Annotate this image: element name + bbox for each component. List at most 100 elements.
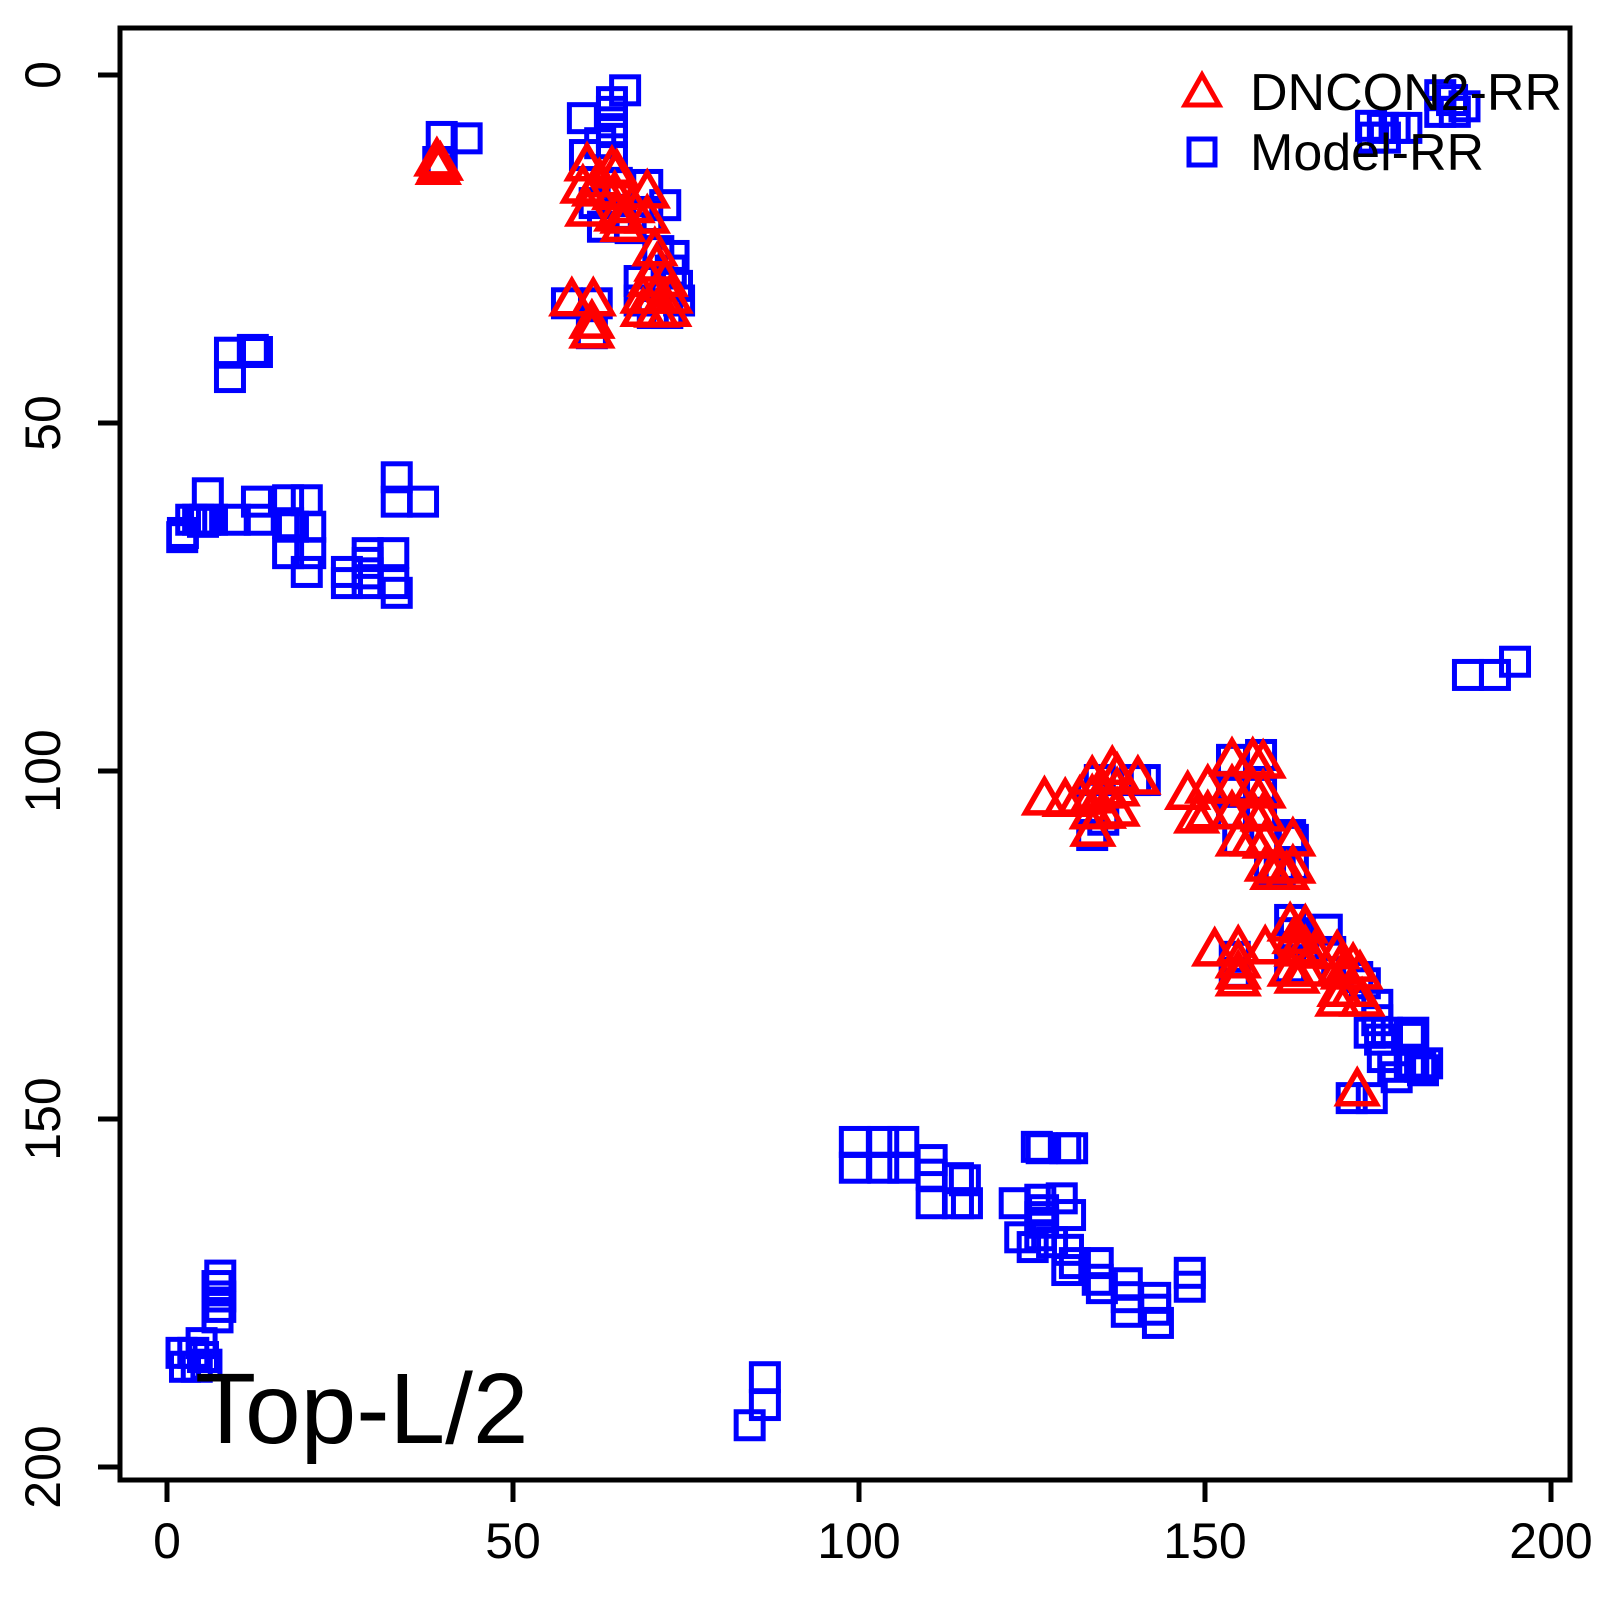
- model-rr-point: [887, 1125, 920, 1158]
- model-rr-point: [290, 555, 323, 588]
- model-rr-point: [1406, 1054, 1439, 1087]
- legend-triangle-icon: [1180, 69, 1224, 108]
- y-axis: 0 50 100 150 200: [15, 61, 120, 1509]
- model-rr-point: [294, 537, 327, 570]
- dncon2-rr-point: [631, 225, 679, 267]
- corner-label: Top-L/2: [195, 1353, 529, 1465]
- dncon2-rr-point: [608, 182, 656, 224]
- model-rr-point: [1025, 1132, 1058, 1165]
- y-tick-label: 0: [15, 61, 71, 89]
- dncon2-rr-point: [1338, 975, 1386, 1017]
- legend: DNCON2-RR Model-RR: [1180, 64, 1562, 182]
- model-rr-point: [1027, 1206, 1060, 1239]
- model-rr-point: [867, 1151, 900, 1184]
- model-rr-point: [1499, 645, 1532, 678]
- model-rr-point: [195, 503, 228, 536]
- model-rr-point: [186, 1341, 219, 1374]
- series-model-rr: [165, 74, 1532, 1442]
- model-rr-point: [1045, 1182, 1078, 1215]
- model-rr-point: [948, 1164, 981, 1197]
- model-rr-point: [838, 1151, 871, 1184]
- model-rr-point: [1438, 95, 1471, 128]
- model-rr-point: [748, 1361, 781, 1394]
- model-rr-point: [377, 567, 410, 600]
- series-dncon2-rr: [413, 135, 1386, 1107]
- dncon2-rr-point: [623, 167, 672, 209]
- model-rr-point: [1141, 1306, 1174, 1339]
- model-rr-point: [380, 461, 413, 494]
- x-tick-label: 200: [1509, 1513, 1592, 1569]
- model-rr-point: [1397, 1016, 1430, 1049]
- dncon2-rr-point: [1190, 925, 1239, 967]
- model-rr-point: [950, 1187, 983, 1220]
- dncon2-rr-point: [1093, 765, 1141, 807]
- model-rr-point: [1056, 1132, 1089, 1165]
- model-rr-point: [201, 1270, 234, 1303]
- model-rr-point: [1051, 1254, 1084, 1287]
- dncon2-rr-point: [563, 185, 612, 227]
- model-rr-point: [380, 576, 413, 609]
- model-rr-point: [1451, 658, 1484, 691]
- dncon2-rr-point: [1069, 805, 1117, 847]
- dncon2-rr-point: [1333, 1065, 1381, 1107]
- dncon2-rr-point: [1314, 975, 1362, 1017]
- dncon2-rr-point: [1329, 965, 1377, 1007]
- model-rr-point: [1364, 1023, 1397, 1056]
- model-rr-point: [1058, 1247, 1091, 1280]
- dncon2-rr-point: [623, 192, 672, 234]
- x-tick-label: 150: [1163, 1513, 1246, 1569]
- model-rr-point: [240, 485, 273, 518]
- legend-label-dncon2-rr: DNCON2-RR: [1250, 64, 1562, 122]
- model-rr-point: [1404, 1050, 1437, 1083]
- dncon2-rr-point: [568, 297, 616, 339]
- y-tick-label: 200: [15, 1425, 71, 1508]
- model-rr-point: [272, 537, 305, 570]
- model-rr-point: [1173, 1270, 1206, 1303]
- model-rr-point: [887, 1151, 920, 1184]
- dncon2-rr-point: [1281, 923, 1330, 965]
- model-rr-point: [240, 336, 273, 369]
- dncon2-rr-point: [1214, 948, 1262, 990]
- dncon2-rr-point: [593, 147, 641, 189]
- dncon2-rr-point: [575, 156, 624, 198]
- model-rr-point: [1054, 1199, 1087, 1232]
- dncon2-rr-point: [644, 285, 693, 327]
- dncon2-rr-point: [1262, 848, 1311, 891]
- model-rr-point: [1368, 121, 1401, 154]
- x-tick-label: 50: [485, 1513, 541, 1569]
- model-rr-point: [377, 537, 410, 570]
- dncon2-rr-point: [1269, 815, 1317, 857]
- model-rr-point: [1024, 1183, 1057, 1216]
- model-rr-point: [450, 122, 483, 155]
- dncon2-rr-point: [414, 143, 463, 186]
- model-rr-point: [1448, 90, 1481, 123]
- model-rr-point: [566, 102, 599, 135]
- model-rr-point: [867, 1125, 900, 1158]
- y-tick-label: 50: [15, 395, 71, 451]
- dncon2-rr-point: [1214, 955, 1262, 997]
- model-rr-point: [213, 361, 246, 394]
- dncon2-rr-point: [1239, 767, 1287, 809]
- dncon2-rr-point: [1273, 952, 1321, 994]
- legend-label-model-rr: Model-RR: [1250, 124, 1484, 182]
- dncon2-rr-point: [568, 307, 616, 349]
- dncon2-rr-point: [1093, 785, 1141, 827]
- legend-square-icon: [1186, 136, 1218, 168]
- dncon2-rr-point: [1184, 788, 1232, 830]
- model-rr-point: [407, 485, 440, 518]
- y-tick-label: 100: [15, 729, 71, 812]
- plot-box: [117, 25, 1573, 1483]
- model-rr-point: [1355, 1082, 1388, 1115]
- model-rr-point: [733, 1409, 766, 1442]
- model-rr-point: [915, 1187, 948, 1220]
- model-rr-point: [330, 567, 363, 600]
- model-rr-point: [204, 1290, 237, 1323]
- model-rr-point: [1411, 1047, 1444, 1080]
- dncon2-rr-point: [1208, 762, 1256, 804]
- x-axis: 0 50 100 150 200: [153, 1480, 1593, 1569]
- dncon2-rr-point: [1114, 753, 1162, 795]
- model-rr-point: [190, 1348, 223, 1381]
- model-rr-point: [204, 1259, 237, 1292]
- dncon2-rr-point: [1172, 792, 1221, 834]
